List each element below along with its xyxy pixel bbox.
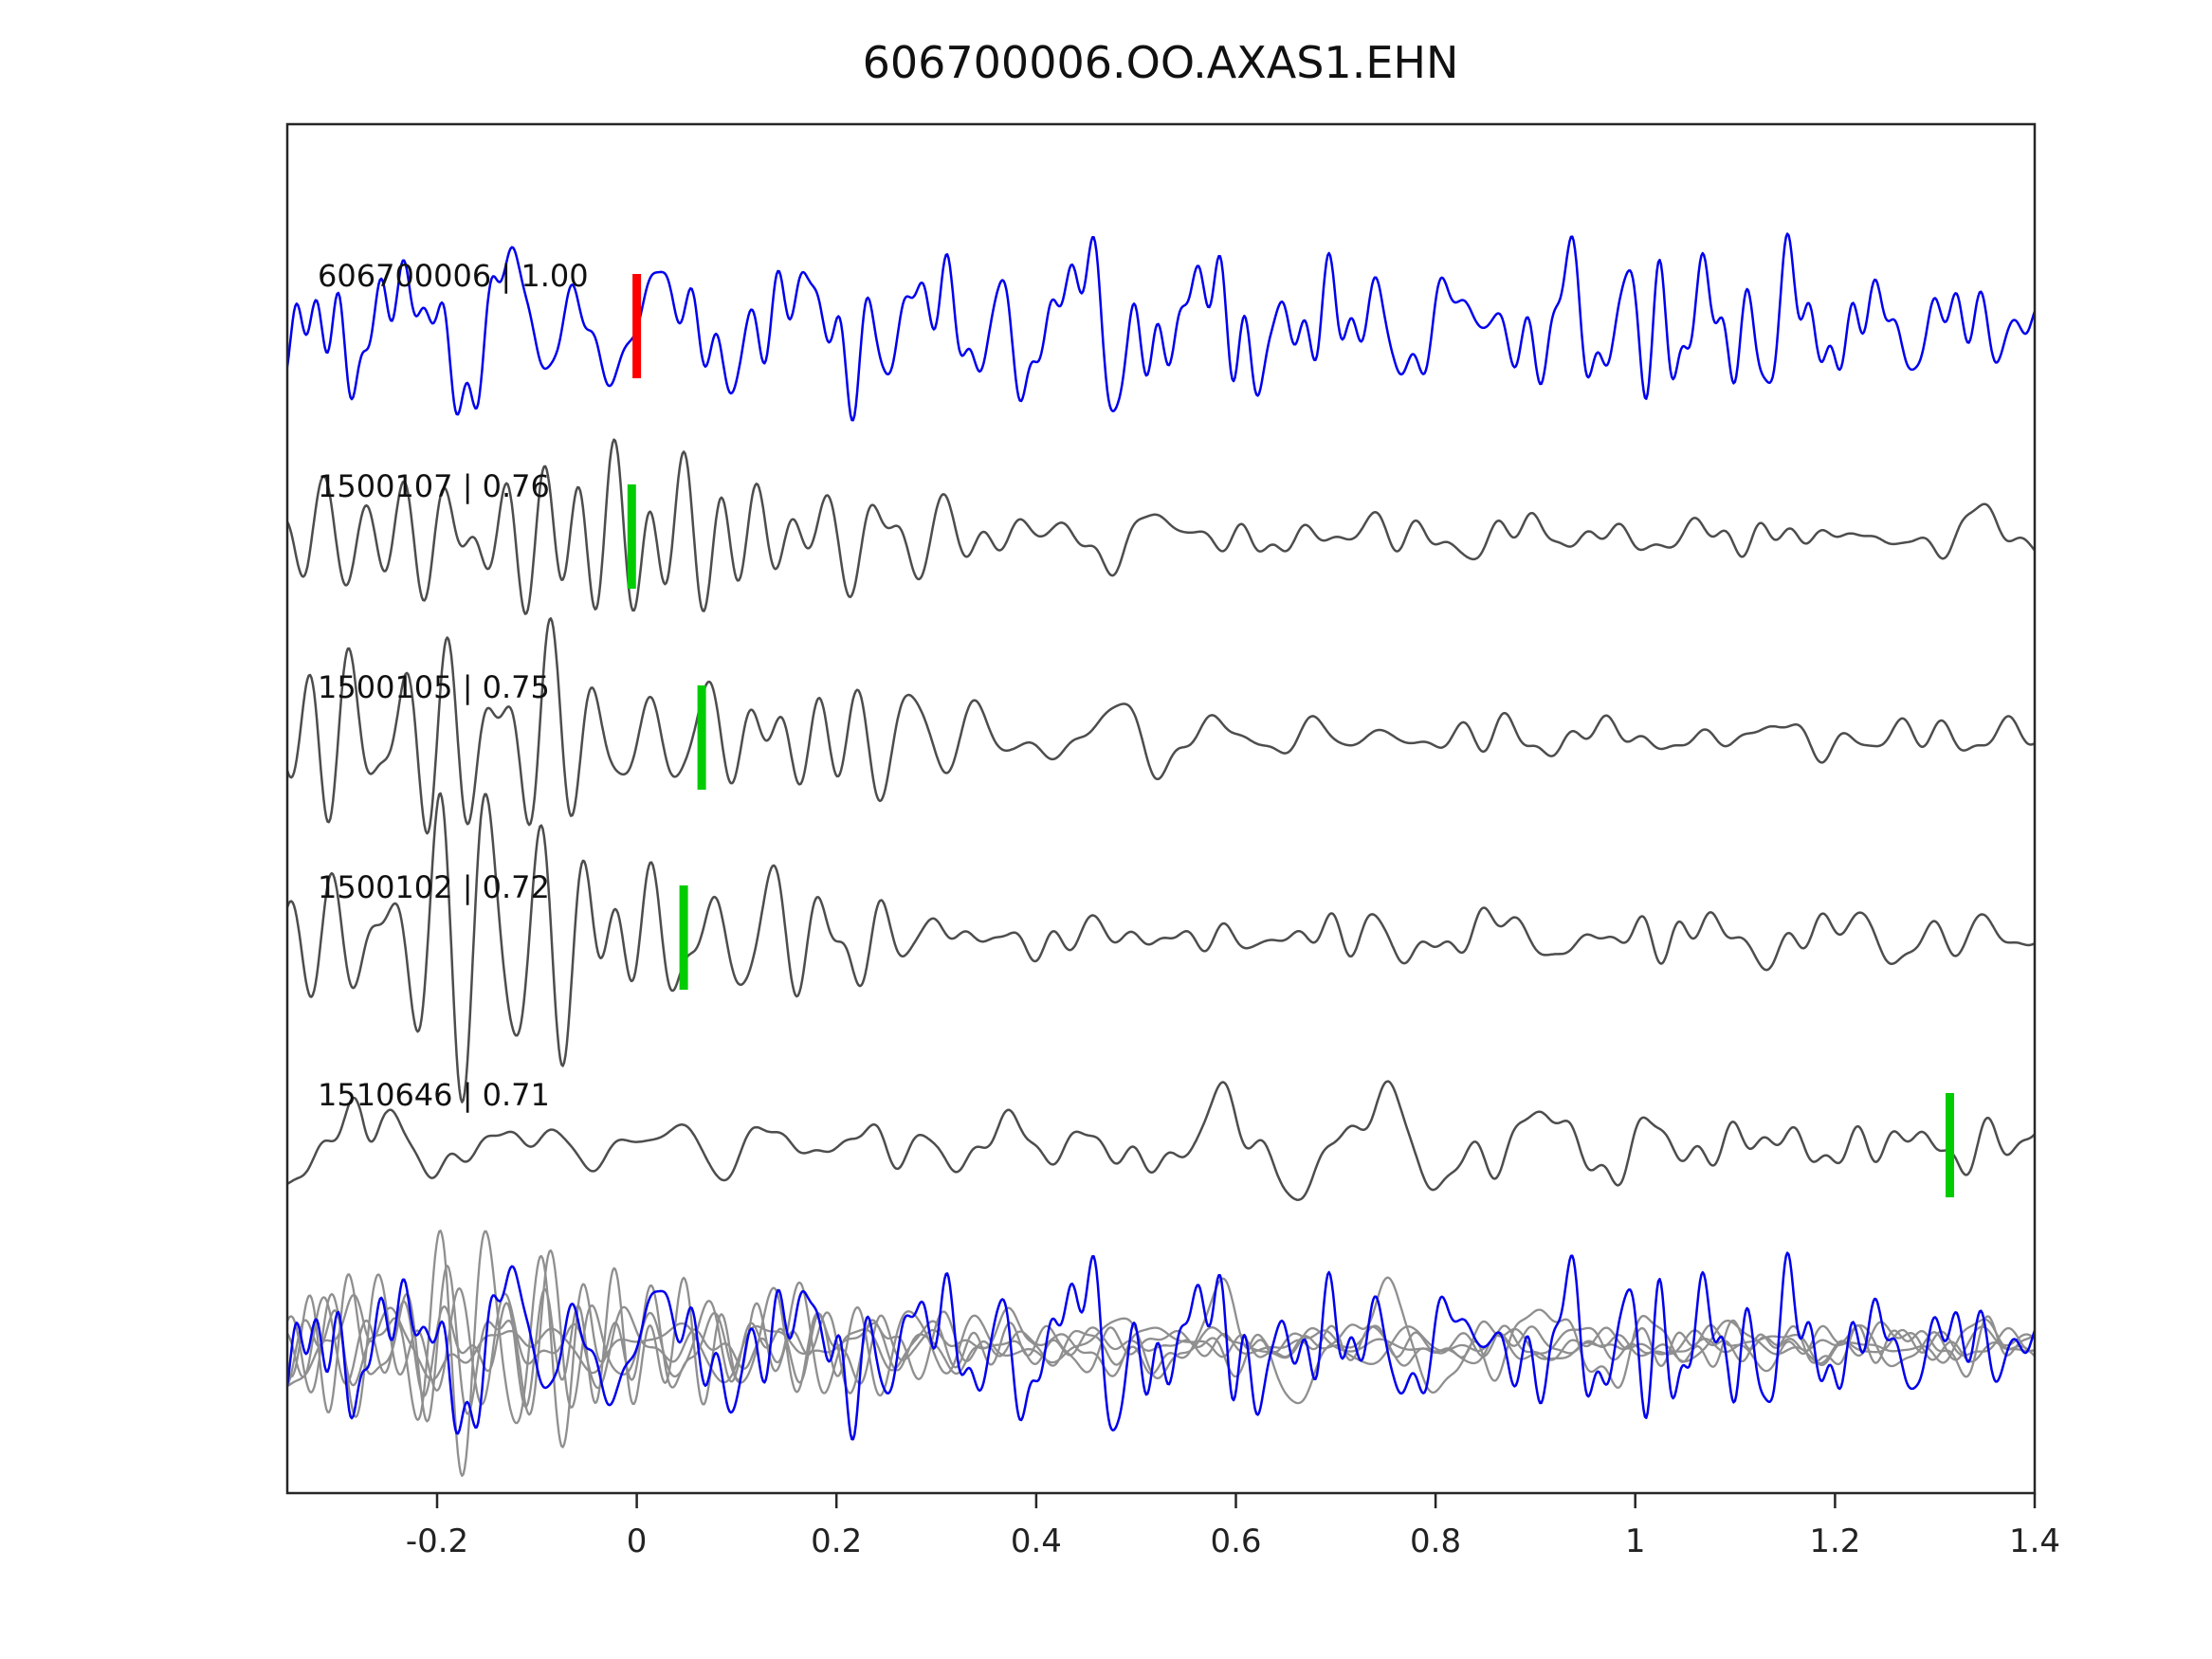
trace-label: 606700006 | 1.00 bbox=[318, 258, 589, 294]
trace-label: 1510646 | 0.71 bbox=[318, 1077, 550, 1113]
trace-label: 1500105 | 0.75 bbox=[318, 669, 550, 705]
x-tick-label: 0.8 bbox=[1410, 1522, 1461, 1560]
waveform-trace-606700006 bbox=[287, 232, 2035, 422]
x-tick-label: 0.4 bbox=[1011, 1522, 1062, 1560]
trace-label: 1500102 | 0.72 bbox=[318, 869, 550, 905]
x-tick-label: 1 bbox=[1625, 1522, 1646, 1560]
x-tick-label: 0.6 bbox=[1210, 1522, 1261, 1560]
chart-title: 606700006.OO.AXAS1.EHN bbox=[863, 37, 1459, 88]
pick-markers-layer bbox=[627, 274, 1954, 1197]
x-tick-label: 1.2 bbox=[1809, 1522, 1860, 1560]
overlay-gray-trace-2 bbox=[287, 1230, 2035, 1477]
waveform-trace-1500105 bbox=[287, 617, 2035, 835]
x-axis-ticks-layer: -0.2 0 0.2 0.4 0.6 0.8 1 1.2 1.4 bbox=[406, 1493, 2060, 1560]
x-tick-label: 1.4 bbox=[2009, 1522, 2060, 1560]
x-tick-label: 0.2 bbox=[811, 1522, 862, 1560]
waveform-trace-1500107 bbox=[287, 438, 2035, 615]
plot-frame bbox=[285, 122, 2037, 1495]
trace-labels-layer: 606700006 | 1.00 1500107 | 0.76 1500105 | … bbox=[318, 258, 589, 1113]
waveform-trace-1510646 bbox=[287, 1080, 2035, 1201]
overlay-template-trace bbox=[287, 1251, 2035, 1441]
traces-layer bbox=[287, 232, 2035, 1477]
overlay-gray-trace-4 bbox=[287, 1276, 2035, 1405]
trace-label: 1500107 | 0.76 bbox=[318, 468, 550, 504]
overlay-gray-trace-1 bbox=[287, 1249, 2035, 1423]
x-tick-label: 0 bbox=[627, 1522, 648, 1560]
waveform-trace-1500102 bbox=[287, 792, 2035, 1103]
x-tick-label: -0.2 bbox=[406, 1522, 468, 1560]
